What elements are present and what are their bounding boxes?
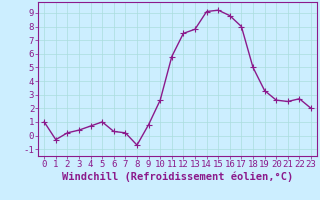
X-axis label: Windchill (Refroidissement éolien,°C): Windchill (Refroidissement éolien,°C)	[62, 172, 293, 182]
